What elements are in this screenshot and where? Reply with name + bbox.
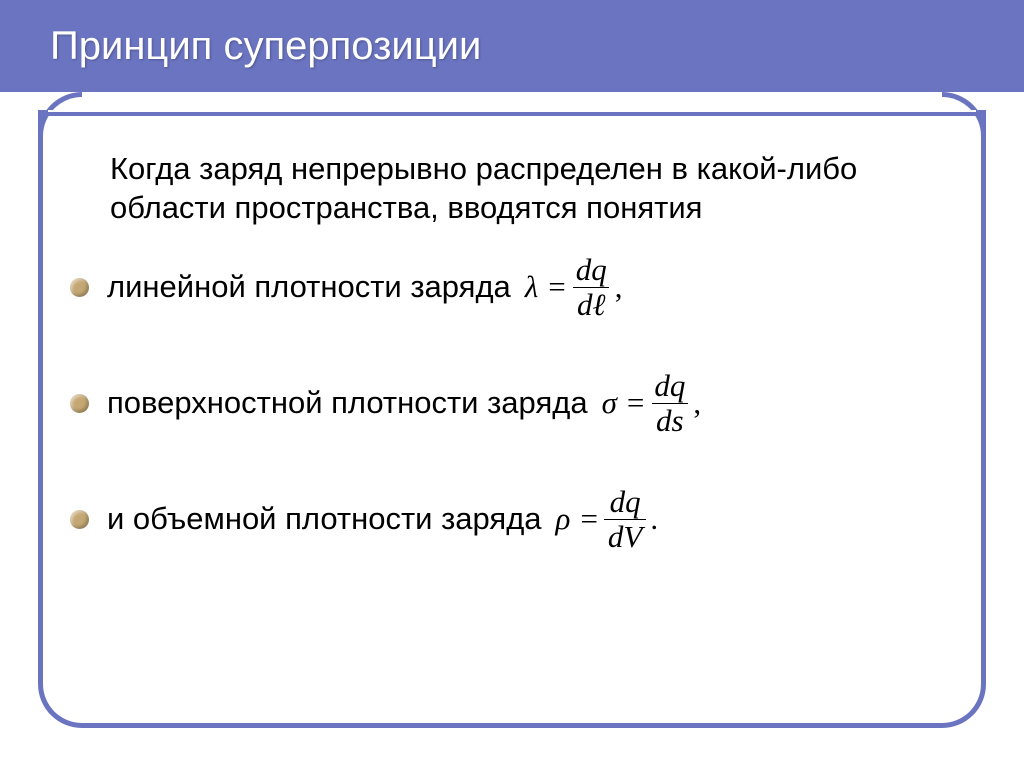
slide-title: Принцип суперпозиции bbox=[50, 24, 481, 69]
list-item: и объемной плотности заряда ρ = dq dV . bbox=[70, 486, 954, 554]
formula-punct: , bbox=[615, 268, 623, 307]
bullet-content: поверхностной плотности заряда σ = dq ds… bbox=[107, 370, 701, 438]
slide-content: Когда заряд непрерывно распределен в как… bbox=[70, 150, 954, 602]
formula-lhs: ρ bbox=[556, 500, 571, 539]
bullet-icon bbox=[70, 278, 89, 297]
equals-sign: = bbox=[627, 384, 644, 423]
denominator: ds bbox=[652, 403, 688, 438]
fraction: dq dV bbox=[604, 486, 646, 554]
denominator: dℓ bbox=[573, 287, 609, 322]
denominator: dV bbox=[604, 519, 646, 554]
formula-punct: , bbox=[693, 384, 701, 423]
fraction: dq ds bbox=[650, 370, 689, 438]
formula-lhs: λ bbox=[525, 268, 538, 307]
numerator: dq bbox=[572, 254, 611, 288]
bullet-label: и объемной плотности заряда bbox=[107, 500, 542, 539]
numerator: dq bbox=[606, 486, 645, 520]
formula-linear-density: λ = dq dℓ , bbox=[525, 254, 623, 322]
bullet-content: и объемной плотности заряда ρ = dq dV . bbox=[107, 486, 658, 554]
formula-surface-density: σ = dq ds , bbox=[602, 370, 702, 438]
formula-punct: . bbox=[650, 500, 658, 539]
numerator: dq bbox=[650, 370, 689, 404]
header-underline-inner bbox=[48, 110, 976, 112]
fraction: dq dℓ bbox=[572, 254, 611, 322]
bullet-label: линейной плотности заряда bbox=[107, 268, 511, 307]
slide-header: Принцип суперпозиции bbox=[0, 0, 1024, 92]
list-item: поверхностной плотности заряда σ = dq ds… bbox=[70, 370, 954, 438]
formula-volume-density: ρ = dq dV . bbox=[556, 486, 659, 554]
bullet-content: линейной плотности заряда λ = dq dℓ , bbox=[107, 254, 622, 322]
bullet-label: поверхностной плотности заряда bbox=[107, 384, 588, 423]
bullet-icon bbox=[70, 510, 89, 529]
equals-sign: = bbox=[580, 500, 597, 539]
bullet-icon bbox=[70, 394, 89, 413]
equals-sign: = bbox=[548, 268, 565, 307]
intro-text: Когда заряд непрерывно распределен в как… bbox=[70, 150, 954, 228]
formula-lhs: σ bbox=[602, 384, 617, 423]
list-item: линейной плотности заряда λ = dq dℓ , bbox=[70, 254, 954, 322]
frame-mask bbox=[82, 92, 942, 110]
